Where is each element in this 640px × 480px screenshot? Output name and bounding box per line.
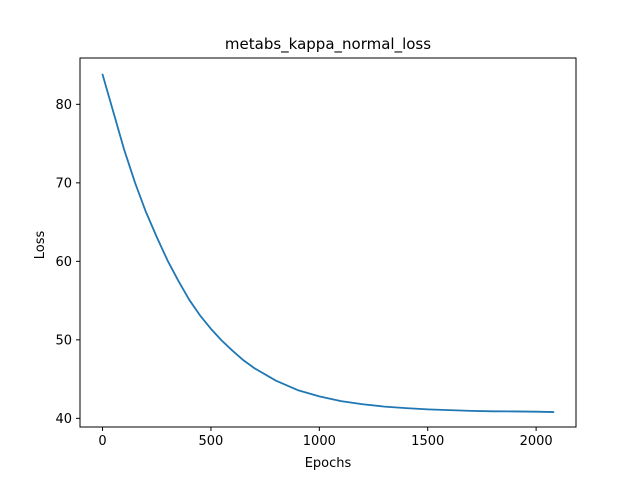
x-tick-label: 2000 xyxy=(520,434,553,449)
x-tick-label: 1500 xyxy=(411,434,444,449)
x-axis: 0 500 1000 1500 2000 xyxy=(98,427,553,449)
y-tick-label: 60 xyxy=(55,255,72,270)
y-axis-label: Loss xyxy=(33,231,48,260)
x-tick-label: 0 xyxy=(98,434,106,449)
y-tick-label: 40 xyxy=(55,412,72,427)
x-tick-label: 1000 xyxy=(303,434,336,449)
y-tick-label: 80 xyxy=(55,98,72,113)
y-axis: 40 50 60 70 80 xyxy=(55,98,80,427)
series-line-0 xyxy=(101,73,555,413)
x-tick-label: 500 xyxy=(199,434,224,449)
chart-title: metabs_kappa_normal_loss xyxy=(225,35,431,54)
y-tick-label: 70 xyxy=(55,176,72,191)
plot-area xyxy=(101,73,555,413)
x-axis-label: Epochs xyxy=(305,456,352,471)
y-tick-label: 50 xyxy=(55,333,72,348)
plot-frame xyxy=(79,57,577,428)
